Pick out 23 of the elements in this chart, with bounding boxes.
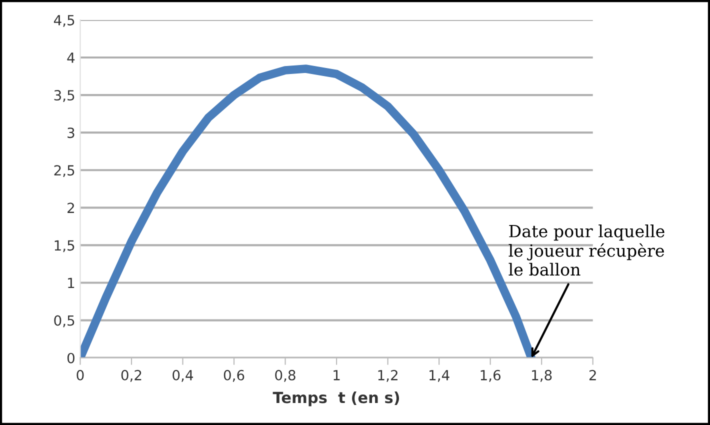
x-tick-label: 0 [76,370,84,380]
y-tick-label: 3,5 [54,90,74,102]
y-tick-label: 2 [68,202,74,213]
x-tick-label: 1,6 [480,370,500,382]
x-tick-label: 0,2 [121,370,142,382]
y-tick-label: 0 [67,352,74,364]
x-tick-label: 1,4 [430,370,450,382]
x-tick-label: 1,8 [532,370,552,382]
x-tick-label: 0,6 [224,370,244,382]
x-axis-title: Temps t (en s) [272,391,400,406]
y-tick-label: 0,5 [54,315,74,328]
y-tick-label: 4,5 [54,15,74,27]
x-tick-label: 0,4 [172,370,194,382]
x-tick-label: 1 [334,370,340,380]
annotation: Date pour laquelle le joueur récupère le ballon [508,224,664,276]
y-tick-label: 4 [67,52,75,63]
x-tick-label: 2 [589,370,596,380]
x-tick-label: 1,2 [378,370,398,382]
y-tick-label: 1 [68,278,74,288]
y-tick-label: 3 [68,128,74,138]
x-tick-label: 0,8 [275,370,296,382]
y-tick-label: 1,5 [54,240,74,252]
y-tick-label: 2,5 [54,165,74,178]
